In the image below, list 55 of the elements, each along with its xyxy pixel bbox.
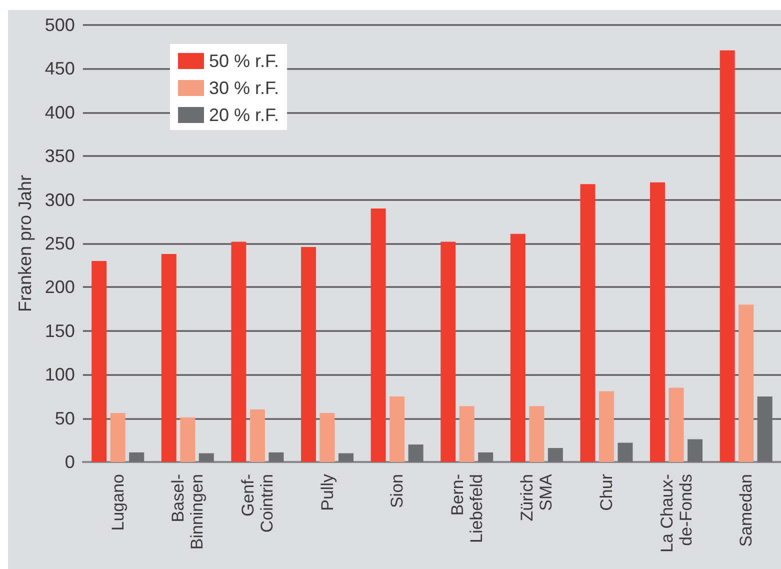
- y-tick-label: 50: [54, 408, 75, 428]
- bar: [738, 304, 754, 462]
- legend-label: 30 % r.F.: [209, 78, 280, 98]
- bar: [231, 242, 246, 462]
- y-tick-label: 150: [44, 320, 75, 341]
- bar: [180, 417, 196, 462]
- bar: [92, 260, 107, 462]
- x-tick-label: Zürich SMA: [518, 473, 556, 522]
- y-tick-label: 300: [44, 190, 75, 210]
- bar: [268, 452, 284, 462]
- bar: [370, 208, 386, 462]
- bar: [510, 234, 526, 462]
- bar: [250, 410, 265, 462]
- bar: [618, 442, 633, 462]
- bar: [408, 444, 424, 462]
- x-tick-label: Lugano: [108, 474, 128, 531]
- y-tick-label: 450: [44, 58, 75, 79]
- legend-label: 50 % r.F.: [209, 51, 280, 71]
- bar: [548, 448, 563, 462]
- y-tick-label: 200: [44, 277, 75, 298]
- y-tick-label: 100: [44, 364, 75, 385]
- y-tick-label: 400: [44, 102, 75, 122]
- bar: [478, 452, 494, 462]
- bar: [720, 50, 735, 462]
- y-tick-label: 500: [44, 15, 75, 35]
- bar: [129, 452, 144, 462]
- bar: [688, 439, 703, 462]
- x-tick-label: Genf- Cointrin: [238, 474, 276, 533]
- bar: [198, 453, 214, 462]
- bar: [161, 254, 176, 462]
- y-tick-label: 0: [64, 452, 75, 472]
- bar: [650, 182, 666, 462]
- x-tick-label: La Chaux- de-Fonds: [657, 474, 696, 552]
- bar: [390, 396, 405, 462]
- legend-label: 20 % r.F.: [209, 105, 280, 125]
- bar: [338, 453, 354, 462]
- x-tick-label: Samedan: [736, 474, 756, 547]
- bar: [320, 413, 335, 462]
- bar: [529, 406, 544, 462]
- x-tick-label: Basel- Binningen: [168, 474, 207, 550]
- bar: [757, 396, 772, 462]
- bar: [668, 388, 684, 462]
- bar: [440, 242, 456, 462]
- bar: [580, 184, 596, 462]
- x-tick-label: Bern- Liebefeld: [448, 474, 486, 544]
- y-tick-label: 250: [44, 234, 75, 254]
- bar: [459, 406, 474, 462]
- bar: [598, 391, 614, 462]
- y-axis-title: Franken pro Jahr: [15, 174, 35, 312]
- x-tick-label: Pully: [318, 474, 337, 511]
- x-tick-label: Chur: [596, 474, 616, 511]
- y-tick-label: 350: [44, 146, 75, 166]
- bar: [110, 413, 126, 462]
- x-tick-label: Sion: [388, 474, 407, 508]
- bar: [301, 246, 316, 462]
